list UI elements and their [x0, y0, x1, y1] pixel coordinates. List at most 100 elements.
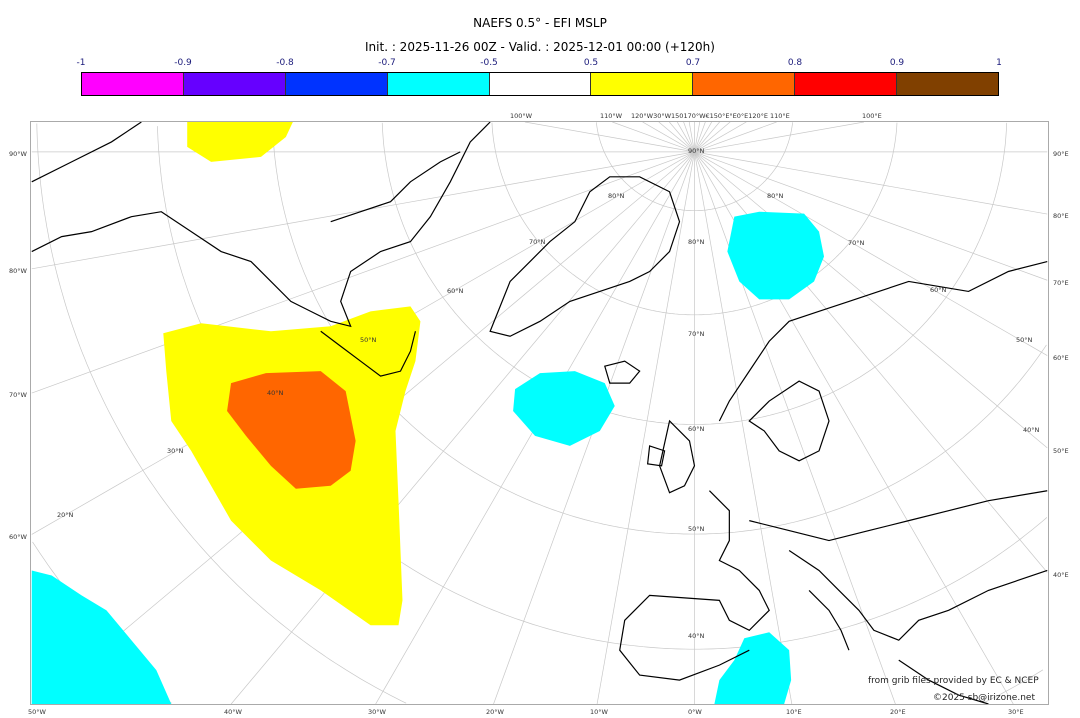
parallel-line: [491, 122, 898, 316]
latitude-label: 80°E: [1053, 212, 1069, 220]
colorbar-tick-label: -1: [76, 58, 86, 68]
parallel-line: [381, 122, 1008, 425]
meridian-line: [694, 151, 896, 704]
colorbar-tick-label: -0.7: [378, 58, 396, 68]
latitude-label: 60°E: [1053, 354, 1069, 362]
meridian-line: [694, 122, 777, 153]
meridian-line: [31, 151, 695, 394]
longitude-label: 110°W: [600, 112, 623, 120]
coastlines: [31, 122, 1048, 704]
meridian-line: [524, 122, 695, 153]
colorbar-tick-label: 0.7: [685, 58, 701, 68]
meridian-line: [688, 122, 695, 152]
latitude-label: 90°E: [1053, 150, 1069, 158]
meridian-line: [694, 151, 1048, 215]
meridian-line: [694, 151, 1048, 281]
map-title: NAEFS 0.5° - EFI MSLP: [473, 16, 607, 30]
efi-region-negative: [714, 632, 792, 704]
colorbar-swatch: [183, 73, 286, 95]
colorbar-tick-label: 0.5: [583, 58, 599, 68]
longitude-label: 110°E: [770, 112, 790, 120]
longitude-label: 100°W: [510, 112, 533, 120]
longitude-label: 20°W: [486, 708, 504, 716]
latitude-label: 40°N: [1023, 426, 1040, 434]
latitude-label: 50°E: [1053, 447, 1069, 455]
latitude-label: 30°N: [167, 447, 184, 455]
longitude-label: 120°W30°W150170°W€150°E°E0°E120°E: [631, 112, 769, 120]
map-subtitle: Init. : 2025-11-26 00Z - Valid. : 2025-1…: [365, 40, 715, 54]
efi-region-negative: [31, 570, 172, 704]
latitude-label: 90°N: [688, 147, 705, 155]
latitude-label: 20°N: [57, 511, 74, 519]
colorbar-tick-label: -0.8: [276, 58, 294, 68]
colorbar: [81, 72, 999, 96]
longitude-label: 40°W: [224, 708, 242, 716]
parallel-line: [595, 122, 793, 212]
meridian-line: [694, 122, 701, 152]
efi-region-strong-positive: [227, 371, 356, 489]
latitude-label: 50°N: [1016, 336, 1033, 344]
colorbar-swatch: [82, 73, 184, 95]
longitude-label: 100°E: [862, 112, 882, 120]
meridian-line: [683, 122, 695, 153]
longitude-label: 10°E: [786, 708, 802, 716]
latitude-label: 90°W: [9, 150, 27, 158]
latitude-label: 60°N: [447, 287, 464, 295]
colorbar-swatch: [693, 73, 796, 95]
map-svg: [31, 122, 1048, 704]
copyright: ©2025 sb@irizone.net: [933, 693, 1035, 703]
colorbar-tick-label: 1: [996, 58, 1002, 68]
longitude-label: 30°W: [368, 708, 386, 716]
latitude-label: 70°N: [848, 239, 865, 247]
colorbar-tick-label: -0.9: [174, 58, 192, 68]
colorbar-tick-label: 0.9: [889, 58, 905, 68]
latitude-label: 50°N: [360, 336, 377, 344]
latitude-label: 70°N: [529, 238, 546, 246]
latitude-label: 80°N: [608, 192, 625, 200]
meridian-line: [596, 151, 695, 704]
colorbar-swatch: [285, 73, 388, 95]
efi-region-negative: [513, 371, 615, 446]
latitude-label: 80°N: [767, 192, 784, 200]
latitude-label: 80°N: [688, 238, 705, 246]
meridian-line: [694, 122, 731, 153]
longitude-label: 50°W: [28, 708, 46, 716]
data-source-credit: from grib files provided by EC & NCEP: [868, 676, 1039, 686]
latitude-label: 70°N: [688, 330, 705, 338]
efi-region-negative: [727, 211, 825, 300]
meridian-line: [694, 122, 720, 153]
meridian-line: [694, 151, 1048, 356]
colorbar-tick-label: -0.5: [480, 58, 498, 68]
longitude-label: 0°W: [688, 708, 702, 716]
colorbar-tick-label: 0.8: [787, 58, 803, 68]
longitude-label: 10°W: [590, 708, 608, 716]
meridian-line: [694, 122, 713, 153]
meridian-line: [642, 122, 695, 153]
meridian-line: [230, 151, 695, 704]
colorbar-swatch: [387, 73, 490, 95]
efi-fields: [31, 122, 825, 704]
efi-region-positive: [187, 122, 293, 162]
latitude-label: 40°N: [688, 632, 705, 640]
latitude-label: 70°E: [1053, 279, 1069, 287]
latitude-label: 60°W: [9, 533, 27, 541]
meridian-line: [694, 151, 1048, 449]
colorbar-swatch: [795, 73, 898, 95]
latitude-label: 70°W: [9, 391, 27, 399]
latitude-label: 40°E: [1053, 571, 1069, 579]
colorbar-swatch: [489, 73, 592, 95]
longitude-label: 20°E: [890, 708, 906, 716]
meridian-line: [694, 151, 793, 704]
meridian-line: [612, 122, 695, 153]
parallel-line: [36, 123, 1044, 704]
latitude-label: 60°N: [930, 286, 947, 294]
meridian-line: [694, 122, 706, 153]
meridian-line: [676, 122, 695, 153]
latitude-label: 40°N: [267, 389, 284, 397]
latitude-label: 50°N: [688, 525, 705, 533]
parallel-line: [272, 123, 1047, 535]
meridian-line: [658, 122, 695, 153]
colorbar-swatch: [591, 73, 694, 95]
longitude-label: 30°E: [1008, 708, 1024, 716]
